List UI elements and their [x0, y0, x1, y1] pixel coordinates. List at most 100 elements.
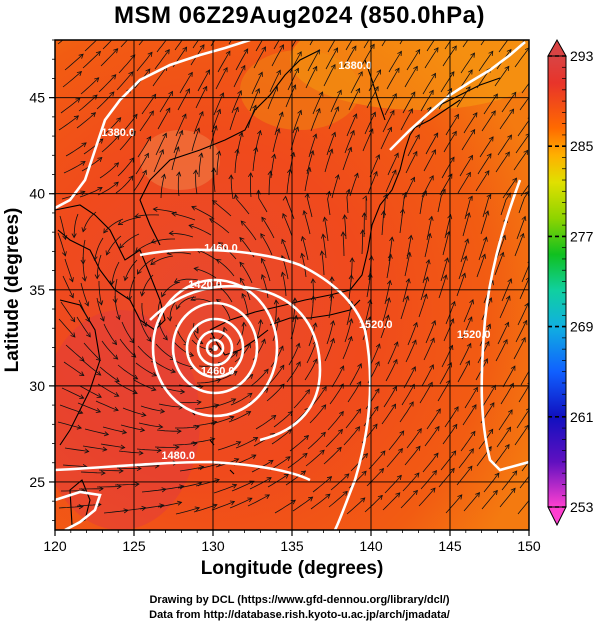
streamline-arrowhead — [245, 411, 252, 416]
streamline — [310, 108, 321, 132]
streamline — [64, 447, 89, 452]
streamline-arrowhead — [261, 274, 266, 280]
streamline-arrowhead — [193, 328, 199, 334]
streamline-arrowhead — [300, 235, 306, 242]
streamline-arrowhead — [302, 452, 308, 458]
streamline-arrowhead — [450, 300, 456, 307]
streamline — [129, 276, 136, 301]
streamline-arrowhead — [429, 175, 434, 181]
streamline — [307, 432, 326, 450]
streamline — [76, 316, 91, 338]
streamline-arrowhead — [271, 153, 277, 159]
streamline — [310, 493, 331, 510]
streamline — [307, 49, 320, 72]
streamline-arrowhead — [302, 210, 308, 216]
streamline-arrowhead — [146, 135, 152, 142]
streamline-arrowhead — [506, 426, 512, 432]
streamline-arrowhead — [405, 277, 411, 284]
streamline-arrowhead — [185, 31, 189, 36]
x-tick-label: 125 — [122, 538, 146, 554]
streamline-arrowhead — [192, 441, 198, 447]
streamline-arrowhead — [84, 448, 90, 454]
streamline-arrowhead — [491, 110, 496, 116]
streamline-arrowhead — [326, 476, 333, 482]
streamline — [156, 40, 167, 53]
streamline — [117, 157, 135, 177]
streamline — [62, 464, 87, 468]
streamline-arrowhead — [470, 128, 476, 135]
streamline-arrowhead — [321, 233, 327, 239]
streamline-arrowhead — [151, 386, 157, 392]
streamline — [240, 220, 257, 241]
streamline — [402, 91, 416, 114]
streamline-arrowhead — [76, 70, 83, 77]
streamline — [64, 258, 74, 282]
streamline — [179, 466, 204, 472]
contour-label: 1520.0 — [359, 319, 393, 331]
streamline — [463, 299, 474, 323]
streamline — [121, 321, 135, 344]
streamline — [273, 411, 293, 428]
x-axis: 120 125 130 135 140 145 150 — [43, 530, 541, 554]
streamline-arrowhead — [275, 316, 281, 323]
streamline — [100, 443, 125, 448]
streamline — [342, 231, 345, 257]
streamline-arrowhead — [152, 206, 158, 212]
streamline-arrowhead — [79, 371, 85, 377]
streamline — [423, 149, 436, 172]
streamline — [304, 167, 311, 192]
streamline-arrowhead — [368, 128, 374, 134]
streamline-arrowhead — [467, 316, 473, 322]
streamline — [349, 363, 362, 386]
streamline — [400, 108, 413, 131]
streamline — [368, 450, 386, 470]
streamline — [403, 366, 416, 389]
map-grid — [55, 40, 529, 530]
streamline — [342, 336, 352, 360]
streamline — [518, 191, 529, 214]
streamline-arrowhead — [98, 34, 102, 38]
streamline — [478, 237, 487, 261]
streamline-arrowhead — [373, 85, 379, 92]
streamline-arrowhead — [412, 489, 418, 495]
streamline-arrowhead — [113, 181, 119, 187]
streamline-arrowhead — [447, 213, 453, 220]
streamline-arrowhead — [469, 299, 474, 305]
streamline-arrowhead — [279, 383, 285, 389]
streamline-arrowhead — [142, 321, 147, 328]
streamline — [520, 183, 529, 197]
streamline-arrowhead — [464, 238, 470, 244]
streamline — [287, 68, 299, 91]
streamline — [173, 130, 183, 154]
streamline — [137, 257, 156, 275]
streamline — [235, 48, 249, 71]
streamline-arrowhead — [468, 154, 473, 161]
streamline — [114, 483, 140, 486]
streamline — [214, 371, 238, 382]
streamline — [282, 213, 293, 237]
streamline — [251, 72, 263, 95]
streamline — [65, 142, 87, 157]
streamline — [59, 404, 83, 414]
streamline-arrowhead — [255, 189, 262, 195]
colorbar-label: 261 — [570, 409, 594, 425]
streamline-arrowhead — [442, 274, 448, 280]
streamline — [479, 136, 494, 158]
streamline — [405, 151, 418, 174]
streamline — [139, 504, 164, 510]
streamline-arrowhead — [488, 50, 494, 56]
streamline — [103, 117, 121, 136]
streamline-arrowhead — [449, 156, 455, 162]
streamline-arrowhead — [247, 392, 253, 398]
streamline-arrowhead — [488, 428, 494, 434]
streamline — [483, 472, 500, 493]
streamline-arrowhead — [329, 293, 335, 299]
streamline — [309, 404, 327, 424]
streamline-arrowhead — [415, 48, 421, 55]
streamline — [440, 450, 457, 471]
streamline-arrowhead — [78, 53, 84, 59]
y-axis-label: Latitude (degrees) — [2, 207, 23, 373]
streamline-arrowhead — [470, 430, 476, 437]
streamline — [496, 235, 506, 259]
streamline — [210, 416, 234, 425]
